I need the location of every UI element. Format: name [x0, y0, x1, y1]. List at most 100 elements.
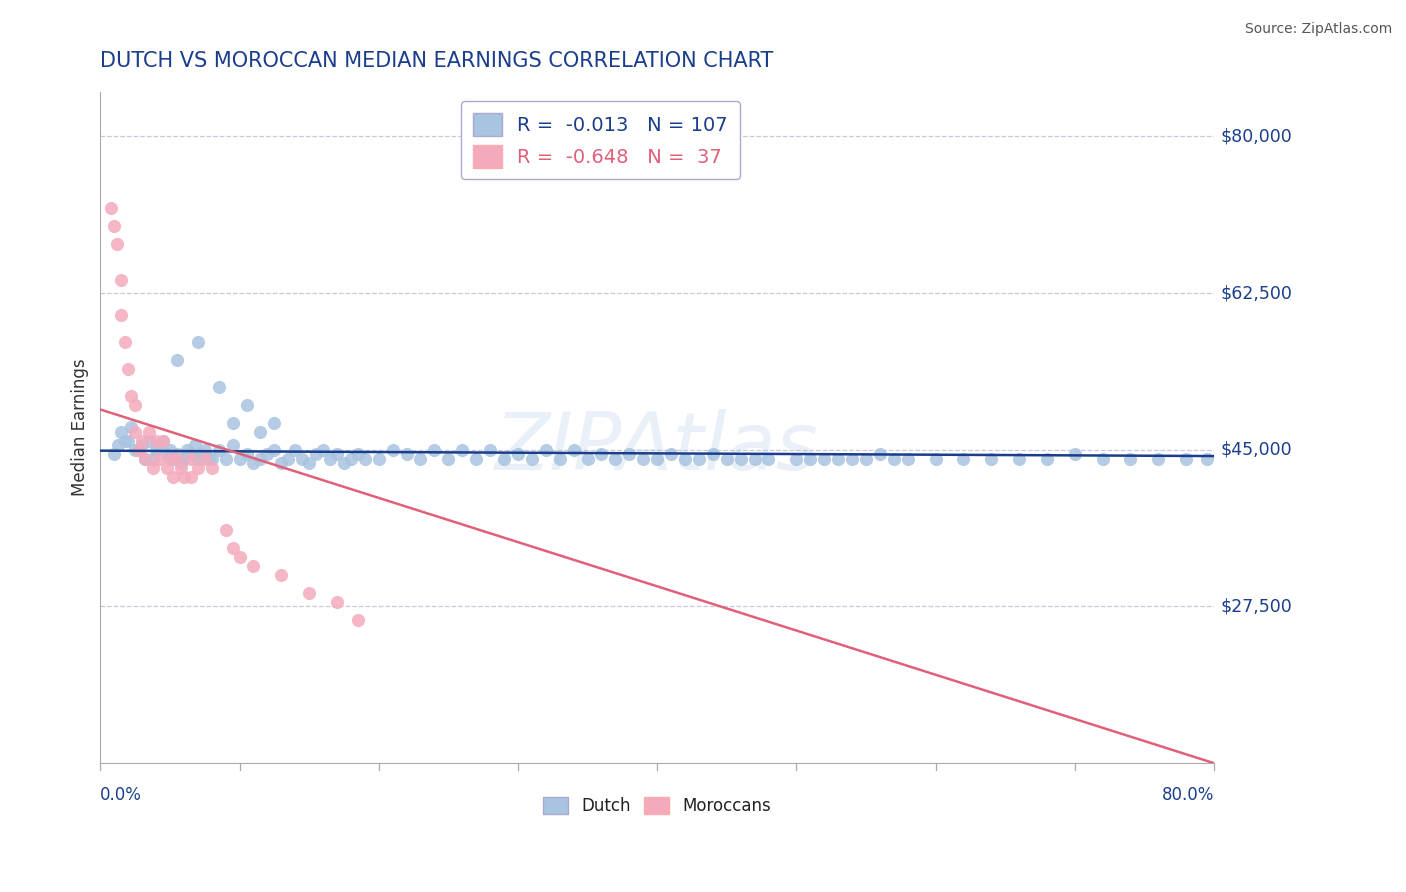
Point — [214, 524, 236, 538]
Point — [506, 447, 529, 461]
Point — [100, 201, 122, 215]
Point — [117, 362, 139, 376]
Point — [744, 451, 766, 466]
Point — [128, 442, 150, 457]
Point — [631, 451, 654, 466]
Point — [270, 568, 292, 582]
Point — [194, 442, 217, 457]
Text: DUTCH VS MOROCCAN MEDIAN EARNINGS CORRELATION CHART: DUTCH VS MOROCCAN MEDIAN EARNINGS CORREL… — [100, 51, 773, 70]
Text: 0.0%: 0.0% — [100, 786, 142, 804]
Point — [208, 380, 231, 394]
Point — [799, 451, 821, 466]
Point — [263, 442, 285, 457]
Point — [128, 442, 150, 457]
Point — [924, 451, 946, 466]
Point — [479, 442, 502, 457]
Point — [1036, 451, 1059, 466]
Point — [156, 447, 179, 461]
Point — [591, 447, 613, 461]
Point — [702, 447, 724, 461]
Point — [319, 451, 342, 466]
Point — [142, 460, 165, 475]
Point — [162, 451, 184, 466]
Point — [110, 273, 132, 287]
Point — [138, 434, 160, 448]
Point — [381, 442, 404, 457]
Point — [673, 451, 696, 466]
Point — [897, 451, 920, 466]
Point — [103, 447, 125, 461]
Point — [716, 451, 738, 466]
Point — [298, 586, 321, 600]
Point — [367, 451, 389, 466]
Point — [645, 451, 668, 466]
Point — [105, 236, 128, 251]
Point — [492, 451, 515, 466]
Point — [534, 442, 557, 457]
Point — [242, 559, 264, 574]
Point — [148, 438, 170, 452]
Point — [159, 451, 181, 466]
Point — [841, 451, 863, 466]
Point — [190, 447, 212, 461]
Point — [605, 451, 627, 466]
Text: $80,000: $80,000 — [1220, 128, 1292, 145]
Point — [869, 447, 891, 461]
Point — [1147, 451, 1170, 466]
Point — [221, 438, 243, 452]
Point — [291, 451, 314, 466]
Point — [235, 398, 257, 412]
Point — [170, 460, 193, 475]
Point — [131, 434, 153, 448]
Point — [395, 447, 418, 461]
Point — [228, 550, 250, 565]
Point — [145, 434, 167, 448]
Point — [305, 447, 328, 461]
Point — [312, 442, 335, 457]
Point — [221, 416, 243, 430]
Point — [159, 442, 181, 457]
Point — [166, 447, 188, 461]
Point — [235, 447, 257, 461]
Point — [423, 442, 446, 457]
Point — [170, 456, 193, 470]
Point — [1063, 447, 1085, 461]
Point — [326, 595, 349, 609]
Point — [1091, 451, 1114, 466]
Point — [166, 353, 188, 368]
Point — [827, 451, 849, 466]
Point — [145, 442, 167, 457]
Point — [142, 451, 165, 466]
Point — [520, 451, 543, 466]
Point — [138, 425, 160, 439]
Point — [110, 425, 132, 439]
Point — [187, 460, 209, 475]
Point — [134, 451, 156, 466]
Point — [1195, 451, 1218, 466]
Point — [173, 469, 195, 483]
Point — [201, 451, 224, 466]
Point — [1119, 451, 1142, 466]
Point — [180, 451, 202, 466]
Point — [263, 416, 285, 430]
Point — [152, 434, 174, 448]
Point — [1008, 451, 1031, 466]
Point — [124, 425, 146, 439]
Point — [187, 451, 209, 466]
Point — [562, 442, 585, 457]
Point — [451, 442, 474, 457]
Point — [298, 456, 321, 470]
Point — [333, 456, 356, 470]
Text: ZIPAtlas: ZIPAtlas — [495, 409, 820, 486]
Point — [201, 460, 224, 475]
Point — [120, 389, 142, 403]
Point — [214, 451, 236, 466]
Legend: Dutch, Moroccans: Dutch, Moroccans — [536, 790, 778, 822]
Point — [619, 447, 641, 461]
Point — [659, 447, 682, 461]
Point — [883, 451, 905, 466]
Point — [855, 451, 877, 466]
Point — [221, 541, 243, 556]
Point — [194, 451, 217, 466]
Point — [173, 451, 195, 466]
